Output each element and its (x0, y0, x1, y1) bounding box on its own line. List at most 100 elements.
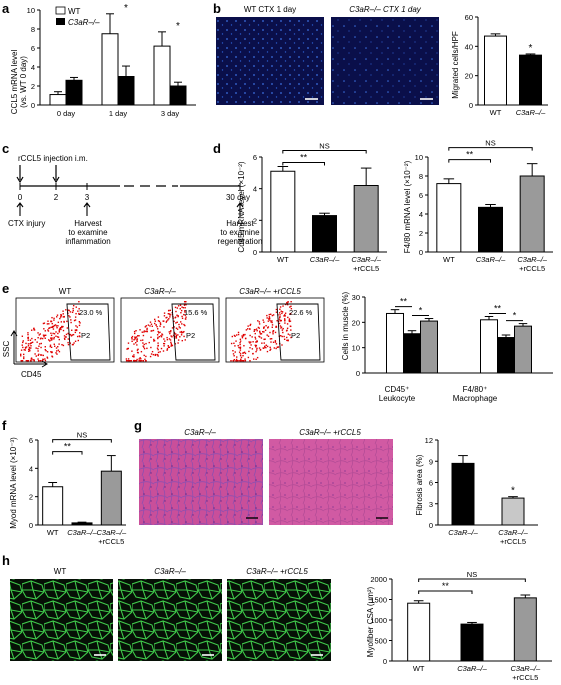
e-flow-dot (156, 353, 158, 356)
e-group1-l1: CD45⁺ (385, 385, 410, 394)
e-flow-dot (61, 326, 63, 329)
e-flow-dot (43, 335, 45, 338)
e-flow-dot (167, 313, 170, 315)
e-flow-dot (53, 345, 56, 347)
e-flow-dot (271, 321, 273, 324)
e-flow-dot (141, 331, 143, 333)
e-flow-dot (169, 339, 172, 341)
e-flow-dot (59, 327, 61, 330)
e-flow-dot (259, 331, 261, 334)
d2-xtick-label: WT (443, 255, 455, 264)
e-flow-dot (46, 357, 49, 359)
e-flow-dot (184, 318, 187, 320)
e-flow-dot (24, 346, 27, 349)
h-bar (407, 602, 431, 662)
e-flow-dot (61, 325, 63, 328)
e-flow-dot (72, 309, 74, 312)
e-flow-dot (142, 360, 145, 362)
e-flow-dot (174, 316, 177, 318)
e-flow-dot (278, 318, 281, 320)
e-flow-dot (43, 322, 46, 324)
h-xtick-label: C3aR–/– (457, 664, 487, 673)
e-flow-dot (37, 358, 39, 360)
b-ylabel: Migrated cells/HPF (451, 31, 460, 99)
e-flow-dot (259, 336, 261, 338)
e-flow-dot (239, 354, 242, 357)
d1-bar (353, 185, 379, 253)
e-flow-dot (242, 354, 244, 357)
e-flow-dot (30, 357, 33, 359)
e-flow-dot (52, 325, 55, 328)
e-flow-dot (42, 358, 44, 361)
e-flow-dot (184, 311, 186, 313)
g-xtick-label: C3aR–/– (448, 528, 478, 537)
e-flow-dot (267, 326, 270, 328)
e-flow-dot (70, 321, 72, 324)
e-flow-dot (42, 322, 45, 325)
e-flow-dot (43, 328, 45, 330)
e-flow-dot (167, 345, 169, 347)
e-flow-dot (275, 311, 278, 313)
e-flow-dot (157, 337, 159, 340)
e-flow-dot (67, 338, 70, 340)
e-flow-dot (51, 337, 53, 339)
e-flow-dot (67, 341, 69, 344)
e-flow-dot (44, 346, 46, 348)
e-flow-dot (179, 336, 181, 338)
e-bracket-label: ** (400, 297, 408, 307)
e-flow-dot (57, 336, 60, 338)
e-flow-dot (284, 315, 286, 317)
e-flow-dot (148, 341, 150, 344)
f-ytick-label: 0 (29, 521, 33, 530)
e-flow-dot (75, 312, 77, 315)
e-flow-dot (286, 336, 288, 339)
e-flow-dot (284, 322, 286, 324)
e-flow-dot (150, 346, 152, 349)
e-flow-dot (58, 343, 60, 345)
e-flow-percent: 23.0 % (79, 308, 103, 317)
g-sig-label: * (511, 486, 515, 497)
e-flow-dot (168, 346, 171, 349)
e-flow-dot (263, 338, 265, 341)
e-flow-dot (40, 346, 42, 349)
e-flow-dot (183, 301, 186, 303)
e-flow-dot (238, 346, 240, 349)
e-flow-dot (74, 319, 77, 321)
e-flow-dot (254, 332, 256, 335)
e-flow-title-ko: C3aR–/– (144, 287, 176, 296)
e-flow-dot (51, 351, 53, 353)
e-flow-dot (30, 347, 32, 349)
e-flow-dot (47, 330, 50, 332)
e-flow-dot (177, 342, 179, 344)
d1-bracket (282, 162, 325, 166)
e-flow-dot (284, 312, 287, 314)
e-flow-dot (50, 332, 52, 334)
e-flow-dot (233, 358, 236, 361)
e-flow-dot (36, 341, 38, 343)
e-flow-dot (139, 357, 141, 359)
e-flow-dot (159, 322, 162, 324)
h-fluor-rescue (227, 579, 331, 661)
e-flow-dot (37, 332, 39, 334)
c-up-arrow-30 (236, 202, 244, 216)
e-flow-dot (63, 321, 65, 323)
b-xtick-label: C3aR–/– (516, 108, 546, 117)
e-flow-dot (66, 320, 68, 323)
e-flow-dot (258, 335, 260, 338)
e-flow-dot (256, 356, 259, 359)
e-flow-dot (75, 329, 78, 332)
e-flow-dot (185, 301, 187, 303)
e-flow-frame (120, 297, 220, 363)
e-flow-dot (143, 348, 146, 350)
c-harvest2-l1: Harvest (226, 219, 254, 228)
e-flow-dot (58, 338, 61, 341)
e-flow-dot (264, 346, 266, 348)
e-flow-dot (20, 353, 22, 356)
a-ytick-label: 10 (27, 6, 35, 15)
e-flow-dot (48, 339, 50, 341)
e-flow-dot (158, 335, 161, 338)
c-harvest1-l3: inflammation (65, 237, 110, 246)
e-flow-dot (136, 339, 138, 341)
e-flow-dot (130, 360, 132, 362)
e-flow-dot (143, 343, 145, 346)
